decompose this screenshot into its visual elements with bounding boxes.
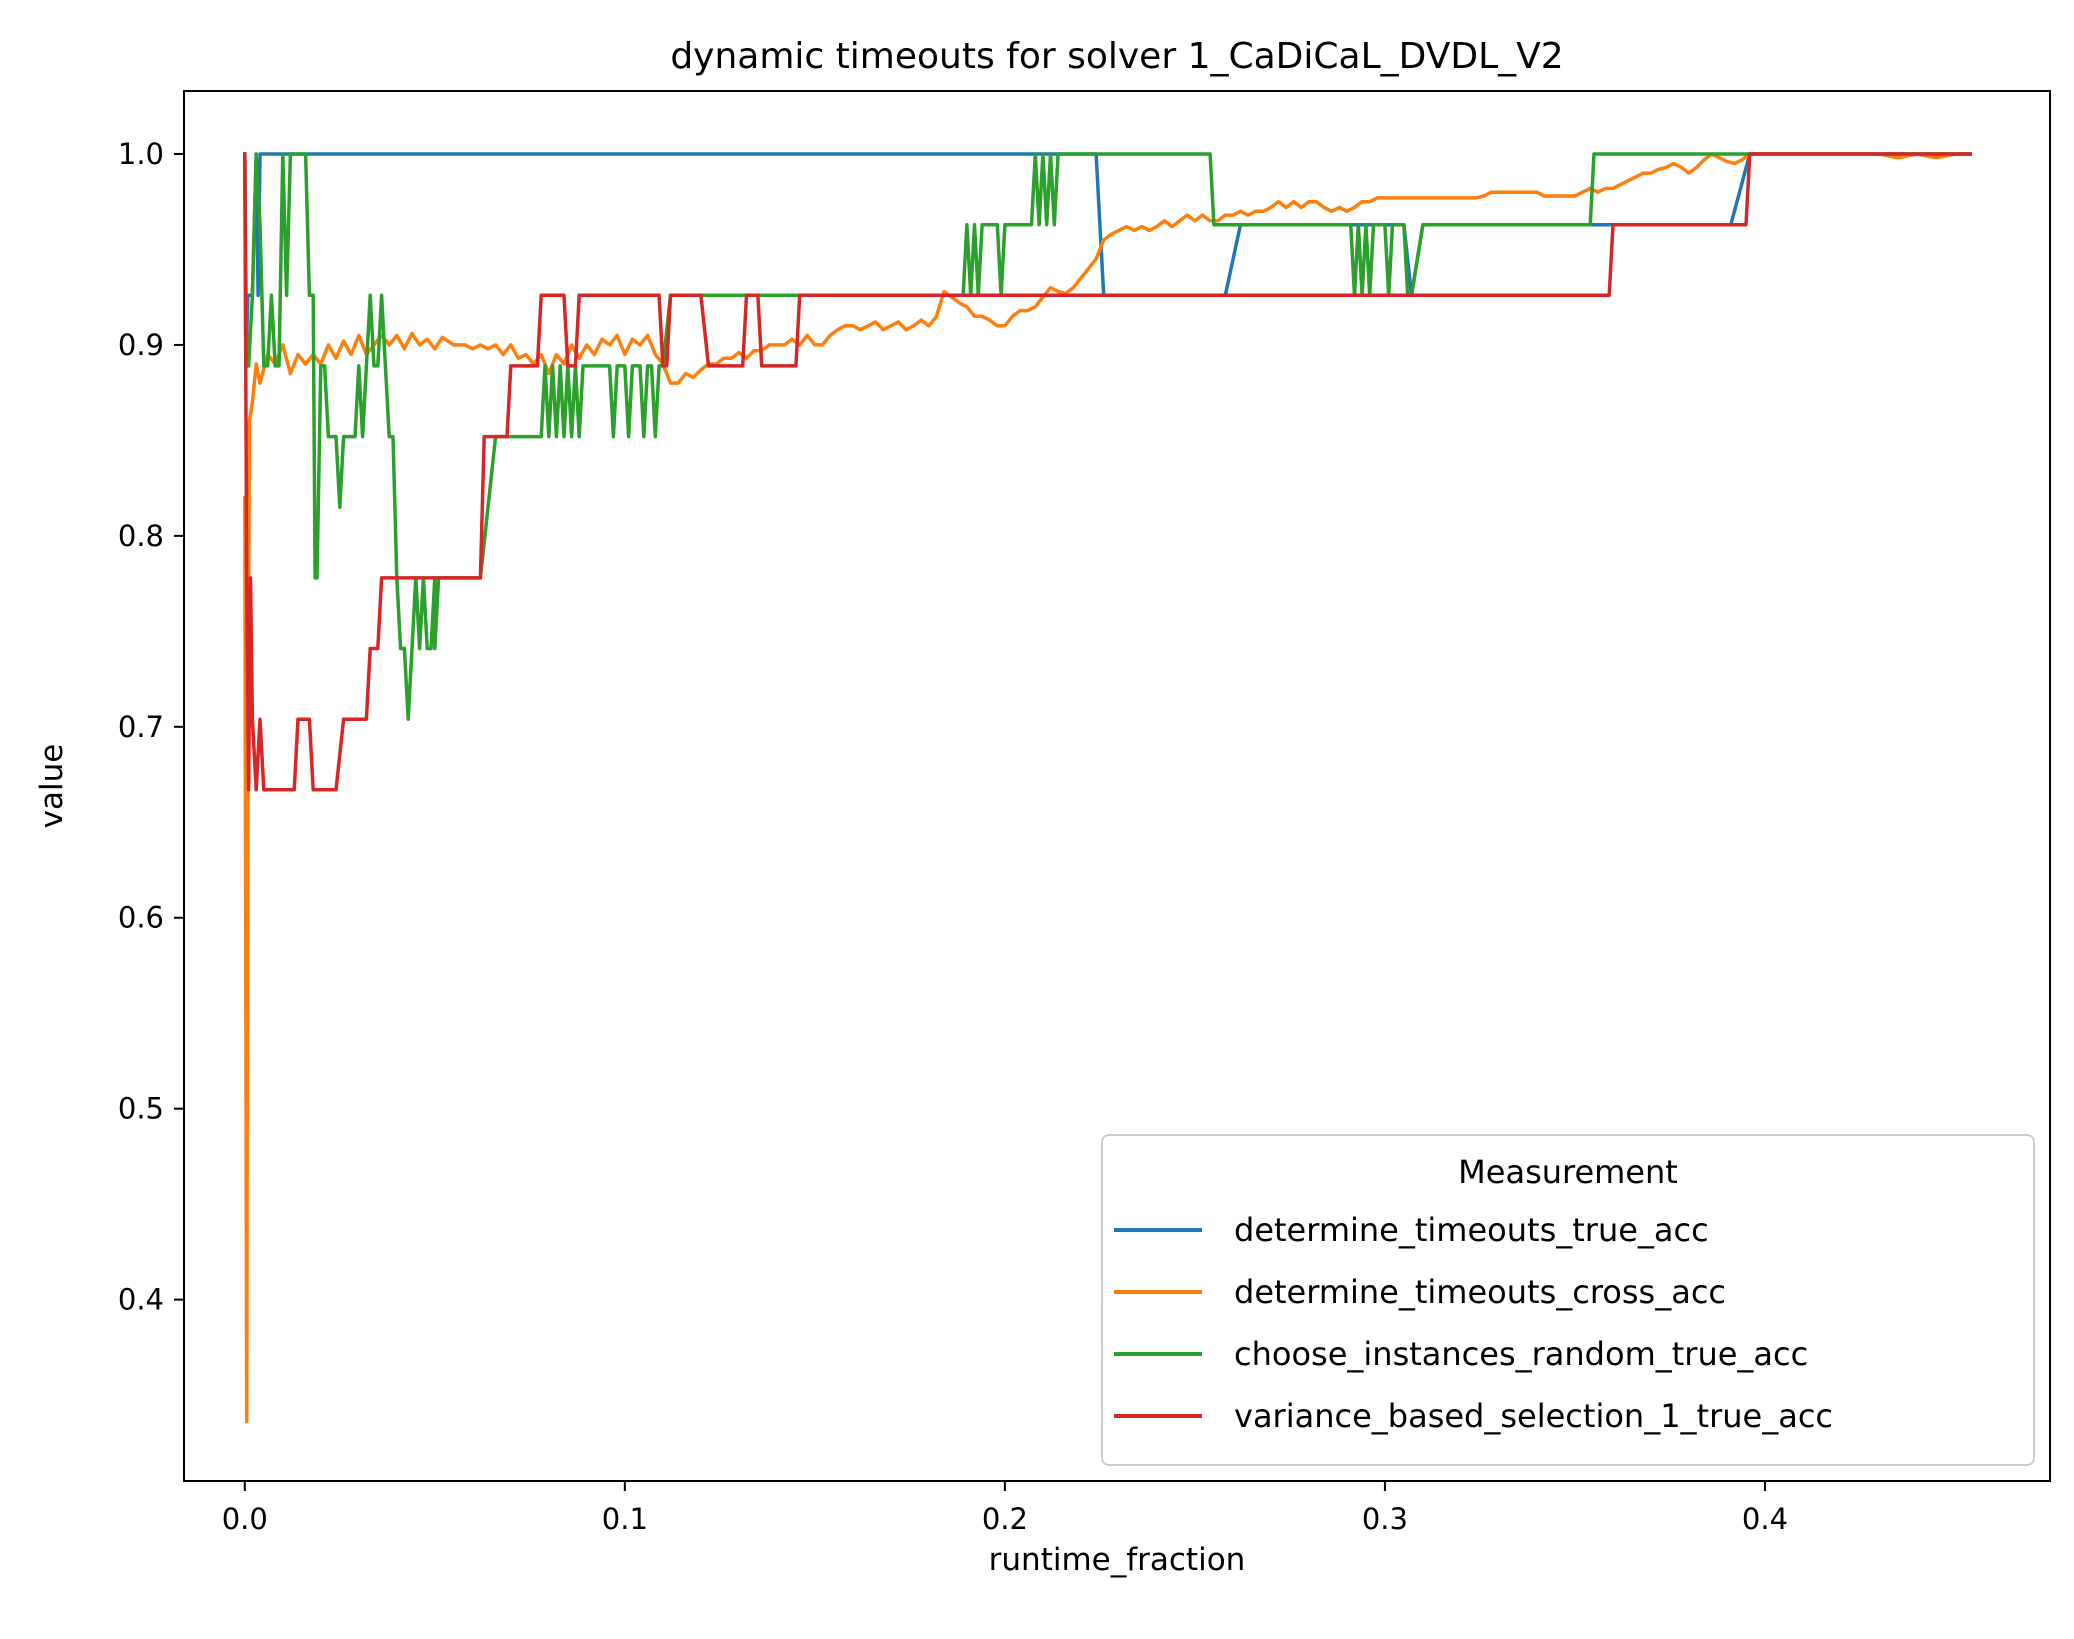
x-axis-label: runtime_fraction — [989, 1542, 1246, 1578]
plot-frame — [183, 90, 2051, 1482]
y-tick-label: 0.5 — [118, 1092, 164, 1126]
y-tick-label: 1.0 — [118, 137, 164, 171]
x-axis-ticks: 0.0 0.1 0.2 0.3 0.4 — [222, 1481, 1788, 1536]
legend-label-1: determine_timeouts_true_acc — [1234, 1211, 1709, 1249]
x-tick-label: 0.1 — [602, 1502, 648, 1536]
legend-title: Measurement — [1458, 1153, 1678, 1191]
x-tick-label: 0.3 — [1362, 1502, 1408, 1536]
x-tick-label: 0.0 — [222, 1502, 268, 1536]
y-tick-label: 0.8 — [118, 519, 164, 553]
legend-entries: determine_timeouts_true_acc determine_tim… — [1114, 1211, 1833, 1435]
legend: Measurement determine_timeouts_true_accd… — [1101, 1134, 2035, 1466]
series-group — [243, 152, 1972, 1424]
series-line-3 — [243, 152, 1972, 721]
y-tick-label: 0.7 — [118, 710, 164, 744]
y-axis-ticks: 0.4 0.5 0.6 0.7 0.8 0.9 1.0 — [118, 137, 184, 1317]
y-tick-label: 0.6 — [118, 901, 164, 935]
legend-box — [1101, 1134, 2035, 1466]
chart-title: dynamic timeouts for solver 1_CaDiCaL_DV… — [670, 36, 1563, 77]
x-tick-label: 0.2 — [982, 1502, 1028, 1536]
y-axis-label: value — [34, 744, 70, 829]
y-tick-label: 0.9 — [118, 328, 164, 362]
legend-label-3: choose_instances_random_true_acc — [1234, 1335, 1808, 1373]
series-line-2 — [243, 152, 1972, 1424]
legend-label-4: variance_based_selection_1_true_acc — [1234, 1397, 1833, 1435]
legend-label-2: determine_timeouts_cross_acc — [1234, 1273, 1726, 1311]
x-tick-label: 0.4 — [1742, 1502, 1788, 1536]
y-tick-label: 0.4 — [118, 1283, 164, 1317]
series-line-4 — [243, 152, 1972, 792]
